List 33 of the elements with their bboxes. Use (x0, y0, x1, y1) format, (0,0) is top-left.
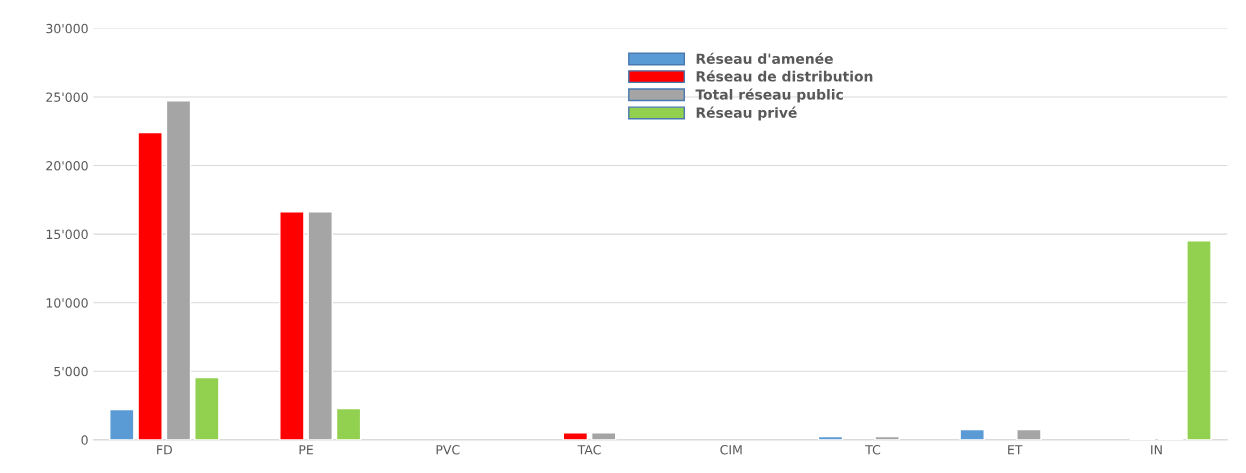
legend-label: Réseau de distribution (696, 70, 873, 82)
x-tick-label: IN (1151, 445, 1162, 455)
bar (307, 211, 333, 440)
legend-label: Réseau d'amenée (696, 52, 833, 64)
x-tick-label: TAC (577, 444, 601, 455)
legend-label: Réseau privé (696, 106, 797, 121)
bar (194, 376, 220, 440)
bar (817, 435, 844, 440)
y-tick-label: 15'000 (46, 229, 88, 240)
x-tick-label: PE (299, 445, 313, 455)
bar (109, 408, 135, 440)
x-tick-label: ET (1008, 445, 1023, 455)
legend-label: Total réseau public (695, 88, 843, 103)
bar (959, 428, 985, 440)
bar (165, 100, 192, 440)
y-tick-label: 30'000 (46, 23, 88, 34)
x-tick-label: TC (865, 444, 881, 455)
bar (335, 407, 362, 440)
x-tick-label: FD (157, 445, 172, 455)
y-tick-label: 10'000 (46, 298, 88, 308)
bar (1016, 428, 1042, 440)
bar (562, 432, 589, 440)
x-tick-label: PVC (436, 444, 460, 455)
x-tick-label: CIM (720, 444, 742, 455)
y-tick-label: 25'000 (46, 92, 88, 102)
bar (874, 435, 900, 440)
bar (279, 211, 305, 440)
y-tick-label: 5'000 (54, 366, 88, 377)
bar (1186, 240, 1212, 440)
bar (590, 432, 617, 440)
y-tick-label: 0 (81, 435, 88, 445)
y-tick-label: 20'000 (46, 161, 88, 171)
bar (137, 131, 163, 440)
